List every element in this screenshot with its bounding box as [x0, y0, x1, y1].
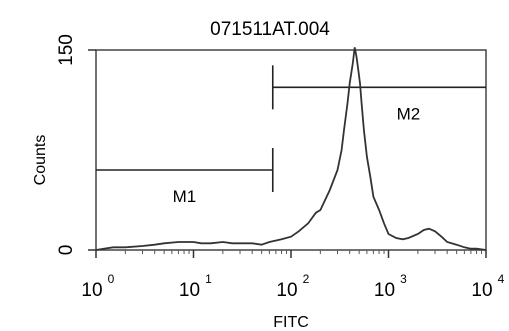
x-tick-label: 10 — [179, 280, 200, 301]
x-tick-exponent: 0 — [108, 272, 115, 286]
x-tick-exponent: 3 — [400, 272, 407, 286]
x-tick-label: 10 — [81, 280, 102, 301]
chart-title: 071511AT.004 — [210, 19, 330, 40]
y-axis-label: Counts — [32, 135, 49, 186]
marker-m1-label: M1 — [173, 187, 197, 206]
y-tick-label: 0 — [56, 245, 77, 256]
y-axis-ticks: 0 150 — [56, 34, 96, 255]
histogram-series-line — [95, 47, 487, 251]
x-tick-exponent: 4 — [498, 272, 505, 286]
x-axis-label: FITC — [273, 314, 309, 331]
plot-frame — [95, 49, 487, 251]
x-tick-label: 10 — [374, 280, 395, 301]
x-tick-label: 10 — [276, 280, 297, 301]
x-tick-label: 10 — [471, 280, 492, 301]
gate-markers: M1 M2 — [96, 65, 486, 206]
x-tick-exponent: 2 — [303, 272, 310, 286]
marker-m2-label: M2 — [397, 104, 421, 123]
x-tick-exponent: 1 — [205, 272, 212, 286]
x-axis-ticks: 10 0 10 1 10 2 10 3 10 4 — [81, 250, 505, 301]
y-tick-label: 150 — [56, 34, 77, 66]
